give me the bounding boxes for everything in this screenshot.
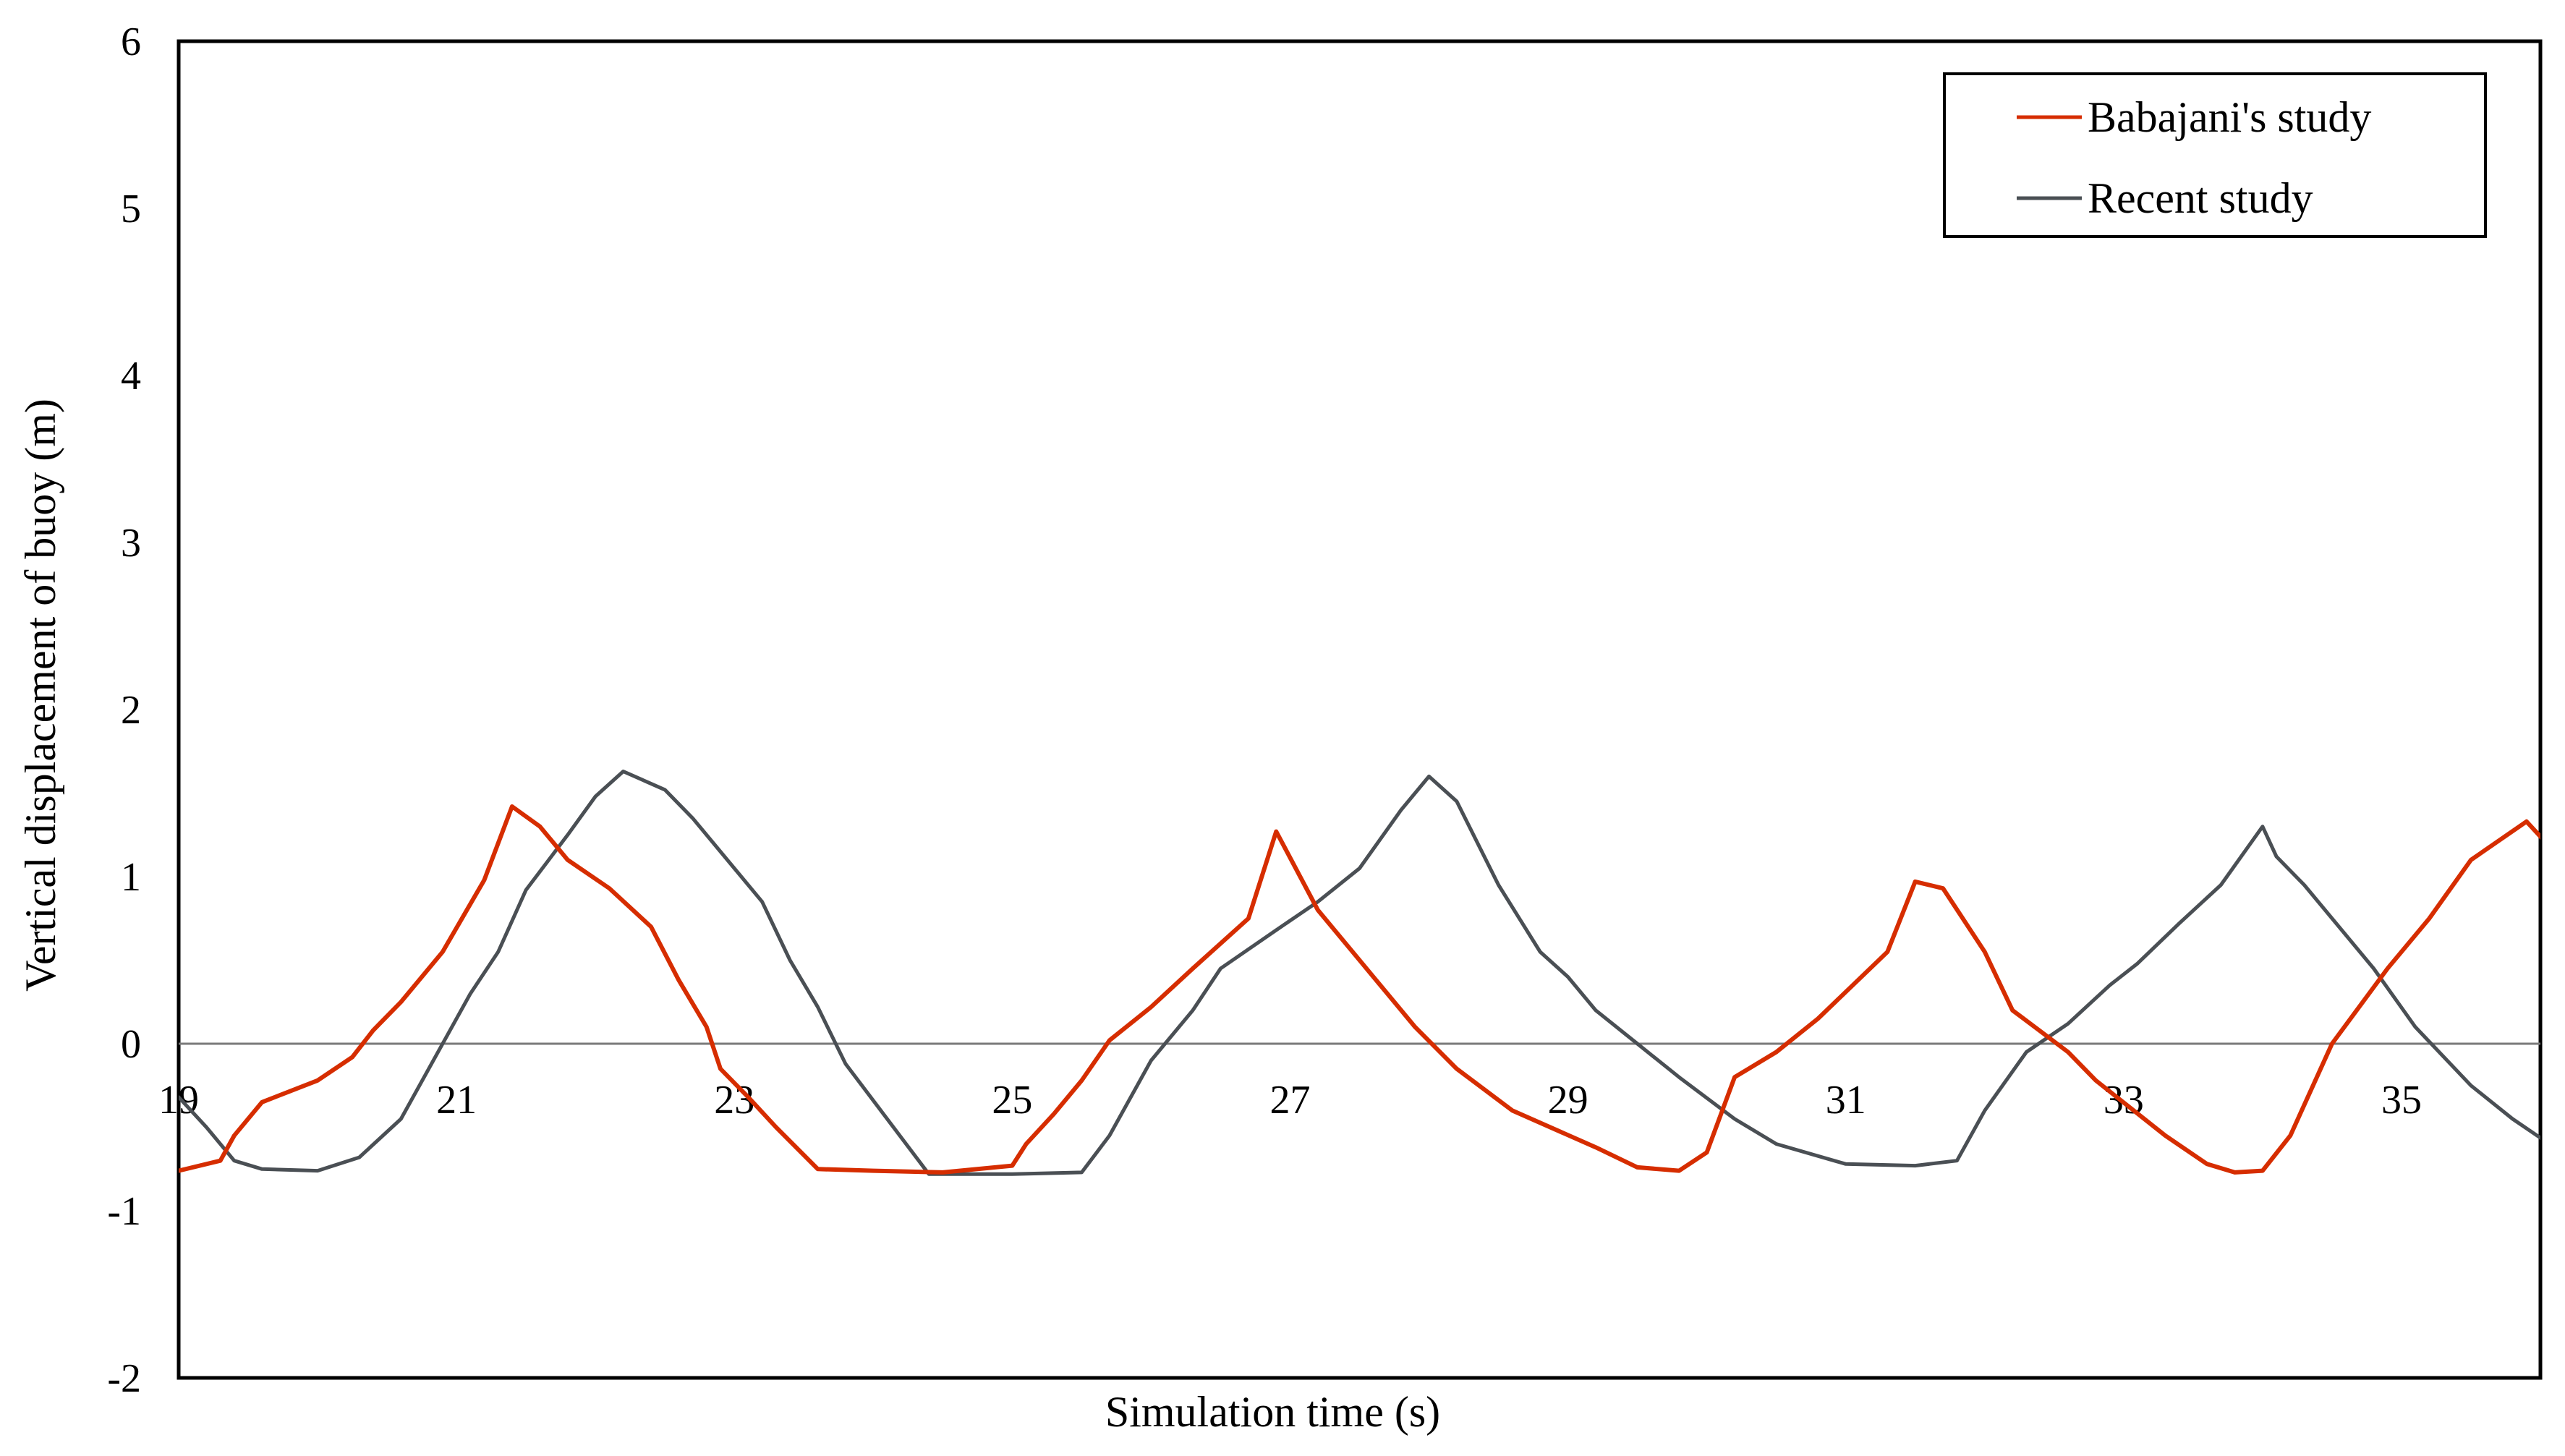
plot-frame [176,39,2543,1380]
x-tick-label: 31 [1826,1078,1866,1123]
x-tick-label: 29 [1548,1078,1588,1123]
y-axis-ticks: -2 -1 0 1 2 3 4 5 6 [107,20,141,1401]
series-layer [179,770,2540,1176]
legend: Babajani's study Recent study [1943,72,2487,238]
y-tick-label: 6 [121,20,141,64]
legend-box [1943,72,2487,238]
y-tick-label: -2 [107,1356,141,1401]
x-tick-label: 25 [992,1078,1032,1123]
y-tick-label: -1 [107,1189,141,1234]
x-axis-title: Simulation time (s) [1105,1388,1440,1436]
y-axis-title: Vertical displacement of buoy (m) [17,399,64,992]
x-tick-label: 19 [158,1078,199,1123]
y-tick-label: 0 [121,1022,141,1067]
x-tick-label: 27 [1269,1078,1310,1123]
legend-label-recent: Recent study [2088,174,2313,222]
plot-area [176,39,2543,1380]
y-tick-label: 4 [121,354,141,399]
y-tick-label: 3 [121,521,141,566]
x-tick-label: 21 [436,1078,477,1123]
series-line-babajani [179,804,2540,1175]
legend-label-babajani: Babajani's study [2088,93,2371,141]
y-tick-label: 1 [121,855,141,900]
y-tick-label: 2 [121,688,141,733]
series-line-recent [179,770,2540,1176]
y-tick-label: 5 [121,187,141,231]
x-tick-label: 35 [2381,1078,2422,1123]
